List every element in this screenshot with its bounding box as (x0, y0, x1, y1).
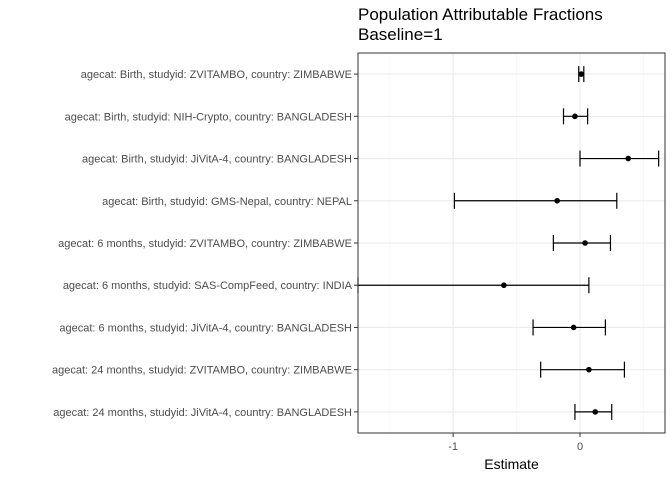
errorbar-row (357, 277, 590, 294)
estimate-point (592, 409, 599, 415)
errorbar-row (540, 361, 626, 378)
estimate-point (582, 240, 588, 246)
y-category-label: agecat: Birth, studyid: ZVITAMBO, countr… (81, 69, 352, 81)
x-axis-ticks: -1 0 (448, 433, 583, 453)
x-axis-title: Estimate (484, 456, 539, 472)
estimate-point (586, 366, 592, 373)
estimate-point (572, 113, 578, 120)
estimate-point (578, 71, 585, 77)
y-category-label: agecat: 24 months, studyid: ZVITAMBO, co… (52, 365, 352, 377)
estimate-point (625, 155, 632, 162)
estimate-point (570, 324, 577, 331)
y-category-label: agecat: 6 months, studyid: JiVitA-4, cou… (59, 322, 352, 334)
errorbar-row (453, 192, 618, 209)
x-tick-label: 0 (577, 441, 583, 453)
grid (358, 53, 665, 433)
y-axis-labels: agecat: Birth, studyid: ZVITAMBO, countr… (52, 69, 358, 419)
y-category-label: agecat: Birth, studyid: JiVitA-4, countr… (82, 154, 352, 166)
y-category-label: agecat: 6 months, studyid: SAS-CompFeed,… (63, 280, 353, 292)
panel-border (357, 52, 666, 434)
estimate-point (554, 197, 560, 204)
errorbar-row (552, 235, 612, 251)
y-category-label: agecat: 24 months, studyid: JiVitA-4, co… (53, 407, 352, 419)
estimate-point (501, 282, 507, 289)
x-tick-label: -1 (448, 441, 458, 453)
errorbar-row (532, 319, 606, 336)
errorbar-row (562, 108, 589, 125)
y-category-label: agecat: Birth, studyid: GMS-Nepal, count… (102, 196, 352, 208)
errorbar-row (579, 150, 660, 167)
errorbar-row (578, 66, 585, 83)
y-category-label: agecat: 6 months, studyid: ZVITAMBO, cou… (58, 238, 352, 250)
chart-subtitle: Baseline=1 (358, 25, 443, 44)
chart-title: Population Attributable Fractions (358, 5, 603, 24)
errorbar-row (574, 403, 613, 420)
plot-marks (357, 66, 660, 420)
y-category-label: agecat: Birth, studyid: NIH-Crypto, coun… (65, 111, 352, 123)
